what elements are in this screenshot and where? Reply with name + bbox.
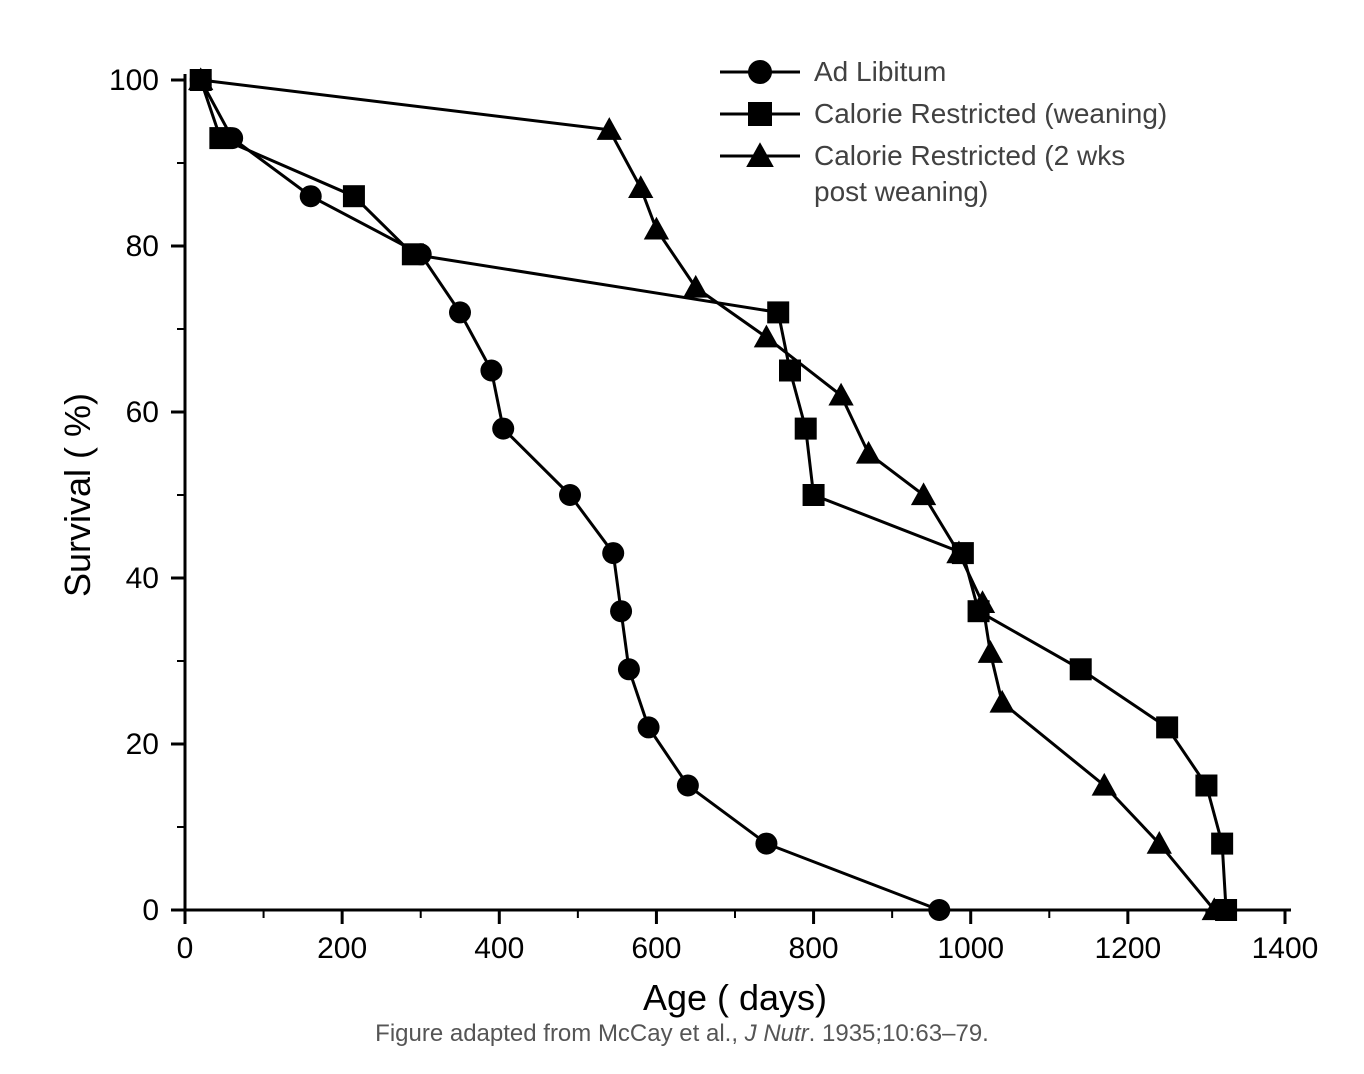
svg-text:Survival ( %): Survival ( %) [57,393,98,597]
svg-text:80: 80 [126,230,159,263]
svg-text:1400: 1400 [1252,932,1319,965]
svg-text:200: 200 [317,932,367,965]
svg-text:60: 60 [126,396,159,429]
svg-text:0: 0 [142,894,159,927]
svg-text:600: 600 [631,932,681,965]
svg-text:post weaning): post weaning) [814,176,988,207]
survival-chart-svg: 0 200 400 600 800 1000 1200 1400 Age ( days) 0 20 4… [0,0,1364,1074]
chart-caption: Figure adapted from McCay et al., J Nutr… [0,1020,1364,1048]
svg-text:800: 800 [789,932,839,965]
svg-text:Ad Libitum: Ad Libitum [814,56,946,87]
svg-text:1000: 1000 [937,932,1004,965]
svg-text:20: 20 [126,728,159,761]
svg-text:40: 40 [126,562,159,595]
svg-text:400: 400 [474,932,524,965]
svg-text:1200: 1200 [1094,932,1161,965]
svg-text:0: 0 [177,932,194,965]
survival-chart-container: 0 200 400 600 800 1000 1200 1400 Age ( days) 0 20 4… [0,0,1364,1074]
svg-text:Age ( days): Age ( days) [643,977,827,1018]
svg-text:Calorie Restricted (2 wks: Calorie Restricted (2 wks [814,140,1125,171]
svg-text:100: 100 [109,64,159,97]
svg-text:Calorie Restricted (weaning): Calorie Restricted (weaning) [814,98,1167,129]
